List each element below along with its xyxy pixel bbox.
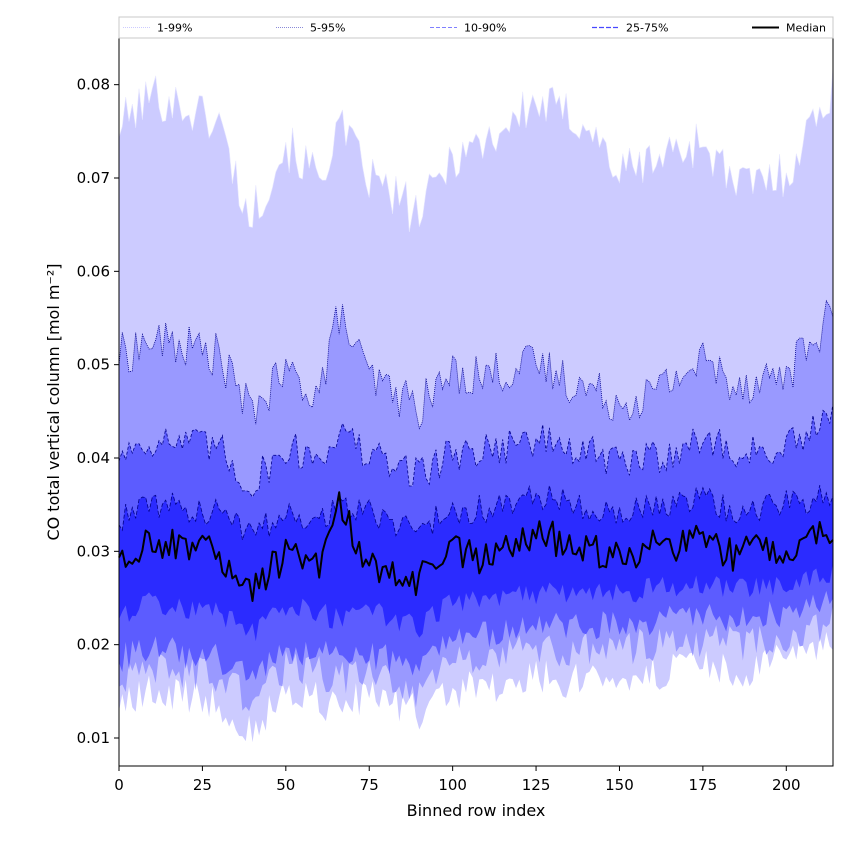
x-tick-label: 125 [522, 776, 551, 794]
legend-box [118, 16, 834, 39]
legend-label: 10-90% [464, 22, 506, 35]
y-tick-label: 0.03 [77, 542, 110, 560]
y-tick-label: 0.02 [77, 636, 110, 654]
y-axis-label: CO total vertical column [mol m⁻²] [44, 263, 63, 540]
x-tick-label: 175 [689, 776, 718, 794]
x-tick-label: 0 [114, 776, 124, 794]
legend-label: 25-75% [626, 22, 668, 35]
y-tick-label: 0.07 [77, 169, 110, 187]
x-tick-label: 100 [438, 776, 467, 794]
y-tick-label: 0.08 [77, 76, 110, 94]
legend: 1-99% 5-95% 10-90% 25-75% Median [118, 16, 834, 39]
x-tick-label: 50 [276, 776, 295, 794]
band-upper-line [118, 484, 834, 541]
band-25-75% [118, 484, 834, 642]
legend-label: Median [786, 22, 826, 35]
median-line [118, 491, 834, 602]
y-tick-label: 0.05 [77, 356, 110, 374]
band-fill [119, 485, 833, 642]
median-layer [118, 491, 834, 602]
x-tick-label: 200 [772, 776, 801, 794]
x-tick-label: 75 [360, 776, 379, 794]
y-axis: 0.01 0.02 0.03 0.04 0.05 0.06 0.07 0.08 [77, 76, 119, 747]
band-upper-line [118, 66, 834, 233]
x-axis: 0 25 50 75 100 125 150 175 200 [114, 766, 801, 794]
band-upper-line [118, 299, 834, 430]
y-tick-label: 0.01 [77, 729, 110, 747]
y-tick-label: 0.06 [77, 262, 110, 280]
legend-label: 1-99% [157, 22, 192, 35]
x-axis-label: Binned row index [407, 801, 546, 820]
legend-label: 5-95% [310, 22, 345, 35]
band-upper-line [118, 403, 834, 498]
x-tick-label: 25 [193, 776, 212, 794]
bands-layer [118, 66, 834, 743]
x-tick-label: 150 [605, 776, 634, 794]
y-tick-label: 0.04 [77, 449, 110, 467]
